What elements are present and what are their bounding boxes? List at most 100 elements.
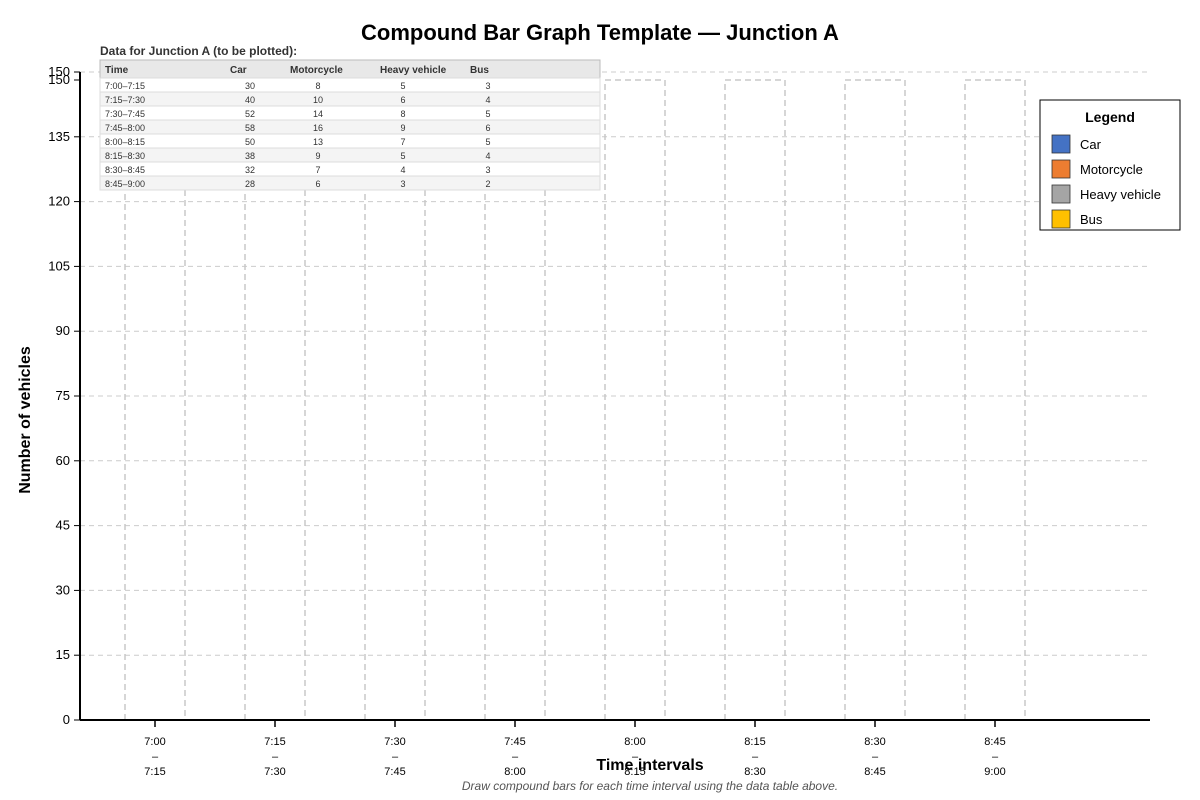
table-cell: 7:15–7:30 bbox=[105, 95, 145, 105]
legend-swatch-car bbox=[1051, 134, 1071, 154]
x-tick-label-part: – bbox=[152, 751, 159, 763]
x-tick-label-part: 7:45 bbox=[504, 736, 525, 748]
x-tick-label-part: – bbox=[992, 751, 999, 763]
x-tick-label-part: 7:30 bbox=[384, 736, 405, 748]
y-tick-label-15: 15 bbox=[56, 647, 70, 662]
table-cell: 2 bbox=[485, 179, 490, 189]
table-cell: 58 bbox=[245, 123, 255, 133]
table-cell: 9 bbox=[400, 123, 405, 133]
x-tick-label-part: – bbox=[272, 751, 279, 763]
table-cell: 5 bbox=[400, 151, 405, 161]
table-cell: 8 bbox=[315, 81, 320, 91]
table-cell: 6 bbox=[315, 179, 320, 189]
table-cell: 40 bbox=[245, 95, 255, 105]
x-tick-label-part: – bbox=[872, 751, 879, 763]
table-cell: 3 bbox=[400, 179, 405, 189]
x-tick-label-part: 8:45 bbox=[864, 766, 885, 778]
table-row bbox=[99, 119, 601, 135]
table-cell: 13 bbox=[313, 137, 323, 147]
y-tick-label-105: 105 bbox=[48, 258, 70, 273]
y-tick-label-template-top: 150 bbox=[48, 72, 70, 87]
x-tick-label-part: 8:45 bbox=[984, 736, 1005, 748]
x-tick-label-part: 7:30 bbox=[264, 766, 285, 778]
x-tick-label-part: 8:15 bbox=[744, 736, 765, 748]
table-cell: 10 bbox=[313, 95, 323, 105]
y-tick-label-60: 60 bbox=[56, 453, 70, 468]
table-row bbox=[99, 91, 601, 107]
table-header-cell: Heavy vehicle bbox=[380, 65, 447, 76]
x-tick-label-8:30–8:45: 8:30 – 8:45 bbox=[864, 736, 885, 778]
table-cell: 7:45–8:00 bbox=[105, 123, 145, 133]
x-tick-label-part: – bbox=[632, 751, 639, 763]
table-cell: 32 bbox=[245, 165, 255, 175]
x-tick-label-part: – bbox=[752, 751, 759, 763]
table-cell: 4 bbox=[485, 151, 490, 161]
x-tick-label-7:45–8:00: 7:45 – 8:00 bbox=[504, 736, 525, 778]
table-row bbox=[99, 175, 601, 191]
bar-outline-8:15–8:30 bbox=[724, 79, 786, 721]
legend-title: Legend bbox=[1085, 109, 1135, 125]
table-row bbox=[99, 77, 601, 93]
x-tick-label-part: 8:30 bbox=[744, 766, 765, 778]
legend-swatch-bus bbox=[1051, 209, 1071, 229]
table-row bbox=[99, 133, 601, 149]
legend-label-motorcycle: Motorcycle bbox=[1080, 162, 1143, 177]
bar-outline-8:45–9:00 bbox=[964, 79, 1026, 721]
table-cell: 3 bbox=[485, 165, 490, 175]
y-tick-label-45: 45 bbox=[56, 518, 70, 533]
x-tick-label-7:30–7:45: 7:30 – 7:45 bbox=[384, 736, 405, 778]
data-table: Data for Junction A (to be plotted): Tim… bbox=[99, 44, 601, 191]
bar-outline-8:00–8:15 bbox=[604, 79, 666, 721]
x-tick-label-part: 8:00 bbox=[624, 736, 645, 748]
table-cell: 14 bbox=[313, 109, 323, 119]
table-cell: 5 bbox=[485, 137, 490, 147]
table-cell: 38 bbox=[245, 151, 255, 161]
table-cell: 16 bbox=[313, 123, 323, 133]
x-tick-label-8:00–8:15: 8:00 – 8:15 bbox=[624, 736, 645, 778]
x-tick-label-part: – bbox=[392, 751, 399, 763]
y-axis-label: Number of vehicles bbox=[17, 346, 34, 494]
legend-swatch-motorcycle bbox=[1051, 159, 1071, 179]
table-cell: 5 bbox=[485, 109, 490, 119]
x-tick-label-part: 7:00 bbox=[144, 736, 165, 748]
table-cell: 9 bbox=[315, 151, 320, 161]
table-header-cell: Bus bbox=[470, 65, 489, 76]
grid-lines bbox=[80, 71, 1150, 656]
table-cell: 28 bbox=[245, 179, 255, 189]
table-cell: 6 bbox=[485, 123, 490, 133]
legend-swatch-heavy-vehicle bbox=[1051, 184, 1071, 204]
table-cell: 50 bbox=[245, 137, 255, 147]
table-cell: 6 bbox=[400, 95, 405, 105]
y-tick-label-30: 30 bbox=[56, 582, 70, 597]
x-tick-label-part: 8:15 bbox=[624, 766, 645, 778]
table-cell: 8:00–8:15 bbox=[105, 137, 145, 147]
y-tick-label-90: 90 bbox=[56, 323, 70, 338]
table-cell: 4 bbox=[400, 165, 405, 175]
legend-label-car: Car bbox=[1080, 137, 1102, 152]
x-tick-label-part: 7:45 bbox=[384, 766, 405, 778]
x-tick-label-part: 8:00 bbox=[504, 766, 525, 778]
legend: Legend Car Motorcycle Heavy vehicle Bus bbox=[1039, 99, 1181, 231]
table-row bbox=[99, 147, 601, 163]
y-tick-label-120: 120 bbox=[48, 194, 70, 209]
table-cell: 4 bbox=[485, 95, 490, 105]
x-axis-ticks: 7:00–7:157:15–7:307:30–7:457:45–8:008:00… bbox=[144, 720, 1006, 778]
table-cell: 8 bbox=[400, 109, 405, 119]
table-row bbox=[99, 161, 601, 177]
y-tick-label-150: 150 bbox=[48, 64, 70, 79]
table-header-cell: Time bbox=[105, 65, 129, 76]
table-header-row bbox=[99, 59, 601, 79]
table-row bbox=[99, 105, 601, 121]
x-tick-label-8:15–8:30: 8:15 – 8:30 bbox=[744, 736, 765, 778]
x-tick-label-7:00–7:15: 7:00 – 7:15 bbox=[144, 736, 165, 778]
table-cell: 52 bbox=[245, 109, 255, 119]
table-cell: 8:15–8:30 bbox=[105, 151, 145, 161]
x-axis-label: Time intervals bbox=[596, 757, 703, 774]
table-cell: 8:30–8:45 bbox=[105, 165, 145, 175]
chart-title: Compound Bar Graph Template — Junction A bbox=[361, 20, 839, 45]
table-cell: 7 bbox=[315, 165, 320, 175]
table-cell: 7:00–7:15 bbox=[105, 81, 145, 91]
table-cell: 7 bbox=[400, 137, 405, 147]
